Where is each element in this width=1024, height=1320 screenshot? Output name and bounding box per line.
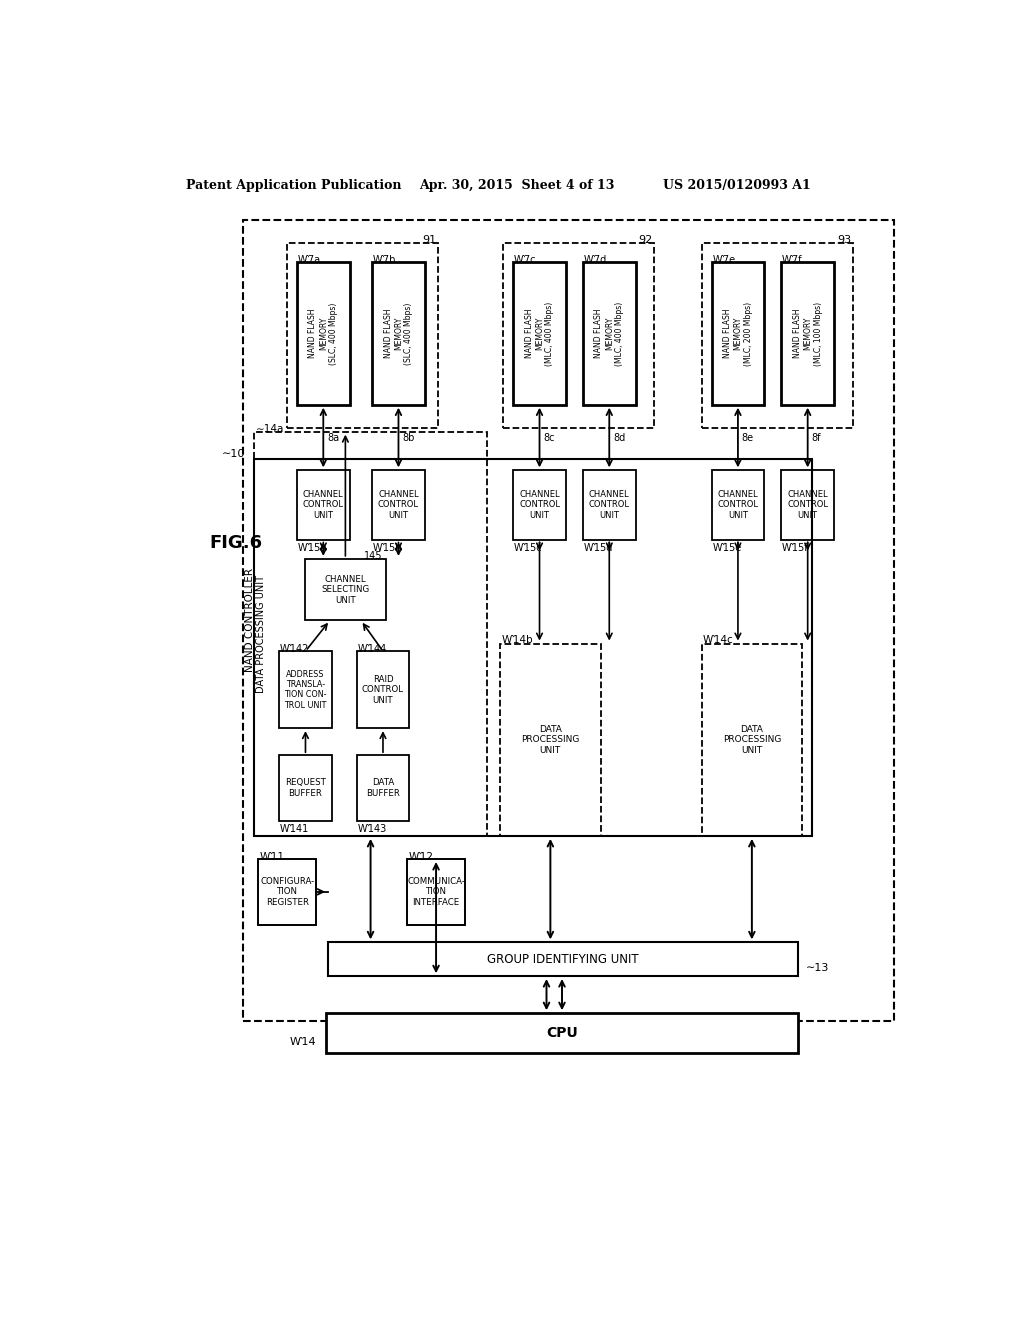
Bar (372, 263, 425, 405)
Text: DATA
BUFFER: DATA BUFFER (366, 779, 400, 797)
Text: Ⱳ7e: Ⱳ7e (713, 255, 735, 265)
Bar (583, 470, 636, 540)
Bar (407, 859, 465, 924)
Text: CHANNEL
CONTROL
UNIT: CHANNEL CONTROL UNIT (787, 490, 828, 520)
Text: 92: 92 (638, 235, 652, 246)
Text: ∼14a: ∼14a (256, 424, 285, 434)
Text: NAND FLASH
MEMORY
(SLC, 400 Mbps): NAND FLASH MEMORY (SLC, 400 Mbps) (308, 302, 338, 364)
Bar (356, 755, 410, 821)
Bar (280, 755, 332, 821)
Bar (503, 243, 654, 428)
Bar (326, 1014, 799, 1053)
Text: CHANNEL
CONTROL
UNIT: CHANNEL CONTROL UNIT (303, 490, 344, 520)
Text: 93: 93 (837, 235, 851, 246)
Text: 8a: 8a (328, 433, 339, 442)
Bar (243, 220, 894, 1020)
Text: CHANNEL
CONTROL
UNIT: CHANNEL CONTROL UNIT (718, 490, 759, 520)
Bar (500, 644, 601, 836)
Text: 8d: 8d (613, 433, 626, 442)
Bar (356, 651, 410, 729)
Text: NAND FLASH
MEMORY
(MLC, 100 Mbps): NAND FLASH MEMORY (MLC, 100 Mbps) (793, 301, 822, 366)
Bar (287, 243, 438, 428)
Text: Ⱳ7d: Ⱳ7d (584, 255, 607, 265)
Bar (254, 432, 486, 836)
Bar (781, 470, 834, 540)
Text: Ⱳ143: Ⱳ143 (357, 824, 387, 834)
Text: Ⱳ7a: Ⱳ7a (298, 255, 321, 265)
Text: Ⱳ15a: Ⱳ15a (298, 543, 327, 553)
Text: Ⱳ11: Ⱳ11 (260, 851, 285, 862)
Bar (701, 243, 853, 428)
Bar (712, 263, 764, 405)
Text: ADDRESS
TRANSLA-
TION CON-
TROL UNIT: ADDRESS TRANSLA- TION CON- TROL UNIT (285, 669, 327, 710)
Text: NAND FLASH
MEMORY
(MLC, 200 Mbps): NAND FLASH MEMORY (MLC, 200 Mbps) (723, 301, 753, 366)
Text: Ⱳ7c: Ⱳ7c (514, 255, 537, 265)
Text: CHANNEL
CONTROL
UNIT: CHANNEL CONTROL UNIT (378, 490, 419, 520)
Text: Patent Application Publication: Patent Application Publication (186, 178, 401, 191)
Text: DATA
PROCESSING
UNIT: DATA PROCESSING UNIT (521, 725, 580, 755)
Text: Ⱳ15f: Ⱳ15f (782, 543, 809, 553)
Bar (328, 942, 798, 977)
Text: NAND FLASH
MEMORY
(MLC, 400 Mbps): NAND FLASH MEMORY (MLC, 400 Mbps) (594, 301, 625, 366)
Text: 8e: 8e (741, 433, 754, 442)
Text: 8f: 8f (812, 433, 821, 442)
Bar (583, 263, 636, 405)
Text: CPU: CPU (546, 1026, 578, 1040)
Text: FIG.6: FIG.6 (209, 535, 262, 552)
Bar (254, 459, 812, 836)
Text: Ⱳ15d: Ⱳ15d (584, 543, 613, 553)
Bar (305, 558, 386, 620)
Text: 91: 91 (422, 235, 436, 246)
Bar (258, 859, 316, 924)
Text: Ⱳ144: Ⱳ144 (357, 644, 387, 653)
Text: ∼10: ∼10 (221, 449, 245, 459)
Text: CONFIGURA-
TION
REGISTER: CONFIGURA- TION REGISTER (260, 876, 314, 907)
Text: Ⱳ14b: Ⱳ14b (502, 635, 534, 645)
Text: NAND FLASH
MEMORY
(MLC, 400 Mbps): NAND FLASH MEMORY (MLC, 400 Mbps) (524, 301, 554, 366)
Text: REQUEST
BUFFER: REQUEST BUFFER (285, 779, 326, 797)
Text: CHANNEL
CONTROL
UNIT: CHANNEL CONTROL UNIT (589, 490, 630, 520)
Text: DATA
PROCESSING
UNIT: DATA PROCESSING UNIT (723, 725, 781, 755)
Bar (297, 263, 349, 405)
Bar (513, 470, 566, 540)
Text: Ⱳ12: Ⱳ12 (409, 851, 433, 862)
Text: DATA PROCESSING UNIT: DATA PROCESSING UNIT (256, 576, 266, 693)
Bar (513, 263, 566, 405)
Text: Ⱳ15e: Ⱳ15e (713, 543, 741, 553)
Text: Ⱳ7b: Ⱳ7b (373, 255, 396, 265)
Text: NAND FLASH
MEMORY
(SLC, 400 Mbps): NAND FLASH MEMORY (SLC, 400 Mbps) (384, 302, 414, 364)
Text: Ⱳ14: Ⱳ14 (290, 1038, 316, 1047)
Text: US 2015/0120993 A1: US 2015/0120993 A1 (663, 178, 811, 191)
Text: Ⱳ141: Ⱳ141 (280, 824, 309, 834)
Bar (280, 651, 332, 729)
Text: 8c: 8c (544, 433, 555, 442)
Text: CHANNEL
SELECTING
UNIT: CHANNEL SELECTING UNIT (322, 574, 370, 605)
Bar (712, 470, 764, 540)
Text: Ⱳ142: Ⱳ142 (280, 644, 309, 653)
Bar (372, 470, 425, 540)
Text: 8b: 8b (402, 433, 415, 442)
Text: Ⱳ7f: Ⱳ7f (782, 255, 803, 265)
Text: 145: 145 (364, 552, 382, 561)
Text: Apr. 30, 2015  Sheet 4 of 13: Apr. 30, 2015 Sheet 4 of 13 (419, 178, 614, 191)
Text: ∼13: ∼13 (805, 964, 828, 973)
Text: Ⱳ14c: Ⱳ14c (703, 635, 734, 645)
Text: Ⱳ15c: Ⱳ15c (514, 543, 543, 553)
Text: CHANNEL
CONTROL
UNIT: CHANNEL CONTROL UNIT (519, 490, 560, 520)
Text: GROUP IDENTIFYING UNIT: GROUP IDENTIFYING UNIT (487, 953, 639, 966)
Bar (701, 644, 802, 836)
Text: Ⱳ15b: Ⱳ15b (373, 543, 402, 553)
Text: NAND CONTROLLER: NAND CONTROLLER (245, 569, 255, 672)
Bar (781, 263, 834, 405)
Bar (297, 470, 349, 540)
Text: RAID
CONTROL
UNIT: RAID CONTROL UNIT (361, 675, 404, 705)
Text: COMMUNICA-
TION
INTERFACE: COMMUNICA- TION INTERFACE (408, 876, 465, 907)
